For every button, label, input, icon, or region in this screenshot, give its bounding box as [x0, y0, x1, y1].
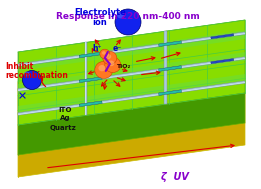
Polygon shape: [18, 58, 245, 91]
Ellipse shape: [105, 57, 121, 73]
Ellipse shape: [95, 61, 113, 78]
Ellipse shape: [115, 9, 141, 35]
Ellipse shape: [98, 65, 106, 71]
Polygon shape: [211, 34, 234, 39]
Polygon shape: [211, 59, 234, 64]
Ellipse shape: [102, 51, 106, 55]
Text: Response in 220 nm-400 nm: Response in 220 nm-400 nm: [56, 12, 200, 21]
Polygon shape: [159, 66, 182, 71]
Polygon shape: [159, 41, 182, 46]
Polygon shape: [159, 90, 182, 95]
Text: Quartz: Quartz: [50, 125, 76, 131]
Text: Inhibit: Inhibit: [5, 62, 33, 71]
Text: e⁻: e⁻: [112, 44, 121, 53]
Polygon shape: [164, 31, 167, 104]
Polygon shape: [18, 52, 245, 93]
Ellipse shape: [24, 71, 30, 77]
Polygon shape: [85, 42, 86, 115]
Polygon shape: [18, 74, 245, 115]
Text: ζ  UV: ζ UV: [161, 172, 189, 182]
Polygon shape: [79, 52, 102, 58]
Text: ion: ion: [93, 18, 107, 27]
Polygon shape: [18, 32, 245, 66]
Polygon shape: [79, 77, 102, 83]
Ellipse shape: [100, 49, 110, 59]
Text: ITO: ITO: [58, 107, 72, 113]
Polygon shape: [18, 33, 245, 66]
Text: recombination: recombination: [5, 71, 68, 80]
Polygon shape: [18, 123, 245, 177]
Polygon shape: [18, 57, 245, 91]
Polygon shape: [85, 42, 87, 115]
Ellipse shape: [108, 60, 114, 66]
Polygon shape: [18, 93, 245, 155]
Polygon shape: [18, 50, 245, 155]
Ellipse shape: [106, 54, 111, 59]
Ellipse shape: [103, 51, 117, 65]
Polygon shape: [18, 81, 245, 115]
Ellipse shape: [117, 12, 125, 19]
Text: Electrolyte: Electrolyte: [74, 8, 126, 17]
Polygon shape: [18, 82, 245, 115]
Text: Ag: Ag: [60, 115, 70, 121]
Polygon shape: [79, 101, 102, 107]
Text: h⁺: h⁺: [92, 44, 102, 53]
Polygon shape: [18, 30, 245, 71]
Text: TiO₂: TiO₂: [116, 64, 130, 69]
Polygon shape: [18, 20, 245, 125]
Ellipse shape: [22, 70, 41, 90]
